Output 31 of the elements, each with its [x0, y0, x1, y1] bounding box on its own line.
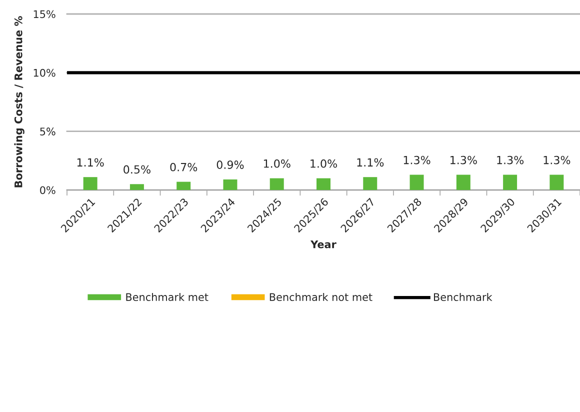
y-axis-title: Borrowing Costs / Revenue % — [14, 16, 24, 188]
data-label: 0.9% — [216, 160, 244, 169]
data-label: 0.7% — [170, 162, 198, 172]
data-label: 1.3% — [450, 156, 477, 164]
y-tick-label: 5% — [40, 128, 56, 136]
data-label: 1.3% — [404, 156, 430, 164]
y-tick-label: 0% — [40, 186, 56, 194]
bar — [316, 178, 330, 190]
data-label: 1.1% — [77, 158, 104, 167]
data-label: 1.0% — [264, 159, 290, 168]
data-label: 1.0% — [310, 159, 337, 168]
bar — [176, 182, 191, 190]
data-label: 1.3% — [544, 156, 570, 164]
y-tick-label: 10% — [34, 68, 56, 77]
bar — [550, 174, 564, 190]
bar — [223, 179, 238, 190]
legend-label: Benchmark — [434, 292, 492, 302]
bar — [130, 184, 144, 190]
data-label: 1.3% — [497, 156, 524, 164]
bar — [456, 174, 470, 190]
x-axis-title: Year — [310, 240, 336, 248]
bar — [83, 177, 98, 190]
bar — [410, 174, 424, 190]
data-label: 1.1% — [357, 158, 384, 167]
bar — [363, 177, 378, 190]
bar — [503, 174, 518, 190]
legend-label: Benchmark met — [126, 292, 208, 302]
legend-label: Benchmark not met — [270, 292, 372, 302]
data-label: 0.5% — [124, 165, 150, 174]
y-tick-label: 15% — [34, 10, 56, 18]
bar — [270, 178, 284, 190]
